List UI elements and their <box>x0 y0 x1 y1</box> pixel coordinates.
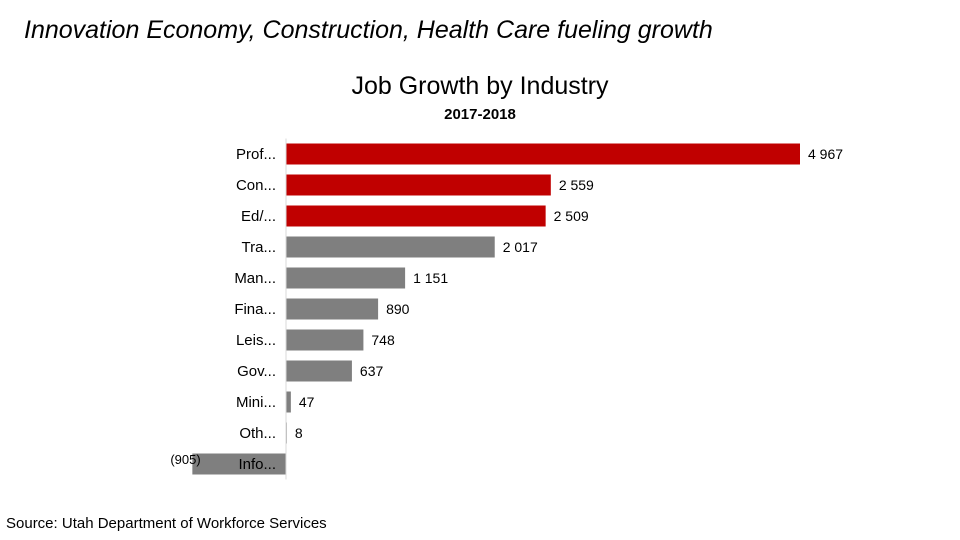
chart-subtitle: 2017-2018 <box>444 106 516 123</box>
value-label: 4 967 <box>808 146 843 162</box>
value-label: 47 <box>299 394 315 410</box>
category-label: Ed/... <box>241 208 276 225</box>
bar-3 <box>286 236 495 258</box>
source-note: Source: Utah Department of Workforce Ser… <box>6 515 327 532</box>
category-label: Con... <box>236 177 276 194</box>
bar-8 <box>286 391 291 413</box>
category-label: Fina... <box>234 301 276 318</box>
value-label: 637 <box>360 363 384 379</box>
category-label: Leis... <box>236 332 276 349</box>
category-label: Prof... <box>236 146 276 163</box>
value-label: 748 <box>371 332 395 348</box>
chart-title: Job Growth by Industry <box>351 72 609 100</box>
category-label: Info... <box>238 456 276 473</box>
category-label: Tra... <box>242 239 276 256</box>
category-label: Oth... <box>239 425 276 442</box>
category-label: Mini... <box>236 394 276 411</box>
labels-layer: Prof... 4 967 Con... 2 559 Ed/... 2 509 Tra...… <box>170 146 843 473</box>
category-label: Man... <box>234 270 276 287</box>
value-label: 2 017 <box>503 239 538 255</box>
bar-4 <box>286 267 406 289</box>
bar-7 <box>286 360 352 382</box>
bar-0 <box>286 143 800 165</box>
slide-title: Innovation Economy, Construction, Health… <box>24 16 713 44</box>
bar-10 <box>192 453 286 475</box>
value-label: 890 <box>386 301 410 317</box>
category-label: Gov... <box>237 363 276 380</box>
value-label: 8 <box>295 425 303 441</box>
bar-1 <box>286 174 551 196</box>
value-label: 2 509 <box>554 208 589 224</box>
value-label: (905) <box>170 452 200 467</box>
bars-layer <box>192 143 800 475</box>
value-label: 2 559 <box>559 177 594 193</box>
bar-6 <box>286 329 364 351</box>
bar-5 <box>286 298 379 320</box>
bar-2 <box>286 205 546 227</box>
value-label: 1 151 <box>413 270 448 286</box>
